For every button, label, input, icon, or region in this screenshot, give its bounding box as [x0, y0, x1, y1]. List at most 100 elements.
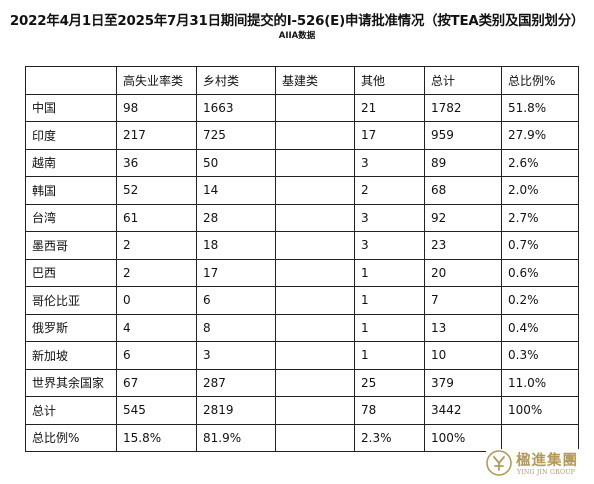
- row-label-cell: 哥伦比亚: [25, 286, 117, 315]
- table-cell: 100%: [501, 396, 579, 425]
- table-cell: [275, 368, 355, 397]
- table-cell: [275, 396, 355, 425]
- table-cell: 11.0%: [501, 368, 579, 397]
- table-cell: 0.6%: [501, 258, 579, 287]
- row-label-cell: 台湾: [25, 203, 117, 232]
- column-header: 其他: [354, 66, 425, 95]
- table-cell: 0: [116, 286, 197, 315]
- table-cell: [275, 121, 355, 150]
- table-cell: 81.9%: [196, 423, 276, 452]
- table-row: 越南 36 50 3 89 2.6%: [25, 148, 579, 177]
- table-cell: [501, 423, 579, 452]
- column-header: 基建类: [275, 66, 355, 95]
- table-cell: 1: [354, 313, 425, 342]
- table-cell: 61: [116, 203, 197, 232]
- row-label-cell: 总计: [25, 396, 117, 425]
- table-cell: 2819: [196, 396, 276, 425]
- table-cell: 68: [424, 176, 502, 205]
- table-cell: 725: [196, 121, 276, 150]
- table-cell: 21: [354, 93, 425, 122]
- table-cell: 52: [116, 176, 197, 205]
- table-cell: [275, 341, 355, 370]
- table-cell: [275, 423, 355, 452]
- table-cell: 217: [116, 121, 197, 150]
- table-cell: 4: [116, 313, 197, 342]
- table-cell: 13: [424, 313, 502, 342]
- table-cell: [275, 231, 355, 260]
- table-row: 新加坡 6 3 1 10 0.3%: [25, 341, 579, 370]
- logo-text-en: YING JIN GROUP: [517, 469, 576, 476]
- table-cell: 3: [354, 148, 425, 177]
- row-label-cell: 韩国: [25, 176, 117, 205]
- table-cell: 2: [116, 231, 197, 260]
- table-cell: [275, 203, 355, 232]
- table-cell: 379: [424, 368, 502, 397]
- table-cell: 67: [116, 368, 197, 397]
- table-cell: [275, 258, 355, 287]
- table-row: 中国 98 1663 21 1782 51.8%: [25, 93, 579, 122]
- data-source-label: AIIA数据: [278, 31, 316, 41]
- table-cell: [275, 93, 355, 122]
- row-label-cell: 俄罗斯: [25, 313, 117, 342]
- table-row: 印度 217 725 17 959 27.9%: [25, 121, 579, 150]
- table-cell: 287: [196, 368, 276, 397]
- table-row: 韩国 52 14 2 68 2.0%: [25, 176, 579, 205]
- table-cell: 92: [424, 203, 502, 232]
- table-cell: 1663: [196, 93, 276, 122]
- table-cell: 10: [424, 341, 502, 370]
- table-cell: 6: [196, 286, 276, 315]
- table-cell: 7: [424, 286, 502, 315]
- row-label-cell: 印度: [25, 121, 117, 150]
- table-cell: 14: [196, 176, 276, 205]
- table-cell: 0.3%: [501, 341, 579, 370]
- table-cell: 8: [196, 313, 276, 342]
- table-cell: 36: [116, 148, 197, 177]
- table-cell: 3: [196, 341, 276, 370]
- table-cell: 50: [196, 148, 276, 177]
- table-cell: [275, 176, 355, 205]
- table-cell: 0.2%: [501, 286, 579, 315]
- table-row: 总计 545 2819 78 3442 100%: [25, 396, 579, 425]
- row-label-cell: 越南: [25, 148, 117, 177]
- table-cell: 15.8%: [116, 423, 197, 452]
- table-row: 世界其余国家 67 287 25 379 11.0%: [25, 368, 579, 397]
- column-header: [25, 66, 117, 95]
- table-body: 中国 98 1663 21 1782 51.8% 印度 217 725 17 959 27.9% 越南 3…: [25, 93, 579, 452]
- document-title: 2022年4月1日至2025年7月31日期间提交的I-526(E)申请批准情况（…: [9, 14, 585, 29]
- table-cell: 0.7%: [501, 231, 579, 260]
- table-cell: 2.6%: [501, 148, 579, 177]
- table-cell: 3: [354, 203, 425, 232]
- table-cell: 17: [196, 258, 276, 287]
- table-row: 哥伦比亚 0 6 1 7 0.2%: [25, 286, 579, 315]
- table-cell: 545: [116, 396, 197, 425]
- table-cell: 2.7%: [501, 203, 579, 232]
- table-cell: 959: [424, 121, 502, 150]
- logo-text-cn: 楹進集團: [516, 452, 578, 469]
- row-label-cell: 新加坡: [25, 341, 117, 370]
- table-cell: 3: [354, 231, 425, 260]
- table-cell: 89: [424, 148, 502, 177]
- table-cell: 3442: [424, 396, 502, 425]
- company-logo: 楹進集團 YING JIN GROUP: [486, 449, 590, 481]
- row-label-cell: 世界其余国家: [25, 368, 117, 397]
- table-cell: 1: [354, 258, 425, 287]
- table-cell: 1: [354, 286, 425, 315]
- yingjin-logo-icon: [486, 450, 512, 476]
- table-cell: 23: [424, 231, 502, 260]
- table-cell: 6: [116, 341, 197, 370]
- row-label-cell: 墨西哥: [25, 231, 117, 260]
- table-cell: 100%: [424, 423, 502, 452]
- approval-table: 高失业率类 乡村类 基建类 其他 总计 总比例% 中国 98 1663 21 1782 5…: [25, 66, 579, 452]
- table-cell: [275, 148, 355, 177]
- table-cell: 0.4%: [501, 313, 579, 342]
- table-row: 台湾 61 28 3 92 2.7%: [25, 203, 579, 232]
- table-cell: 1782: [424, 93, 502, 122]
- table-cell: 2.0%: [501, 176, 579, 205]
- table-cell: 17: [354, 121, 425, 150]
- table-cell: 25: [354, 368, 425, 397]
- table-cell: 98: [116, 93, 197, 122]
- table-cell: 20: [424, 258, 502, 287]
- table-cell: [275, 313, 355, 342]
- column-header: 乡村类: [196, 66, 276, 95]
- table-cell: 2.3%: [354, 423, 425, 452]
